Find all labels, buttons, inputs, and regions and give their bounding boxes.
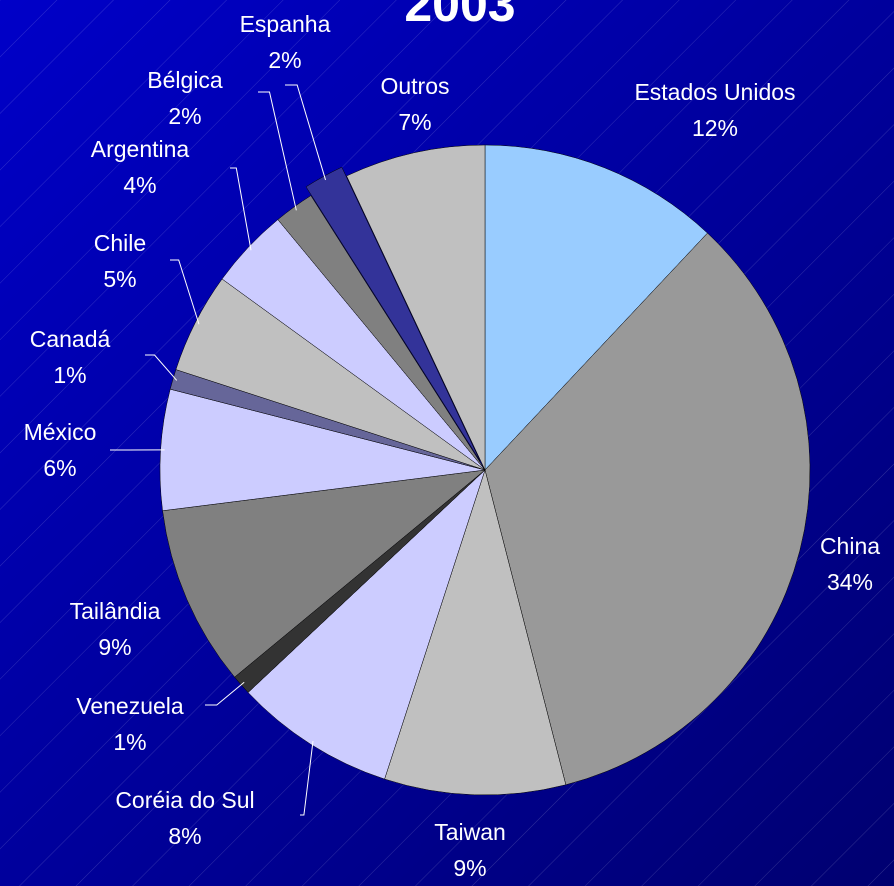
pie-slice [346,144,486,471]
pie-slice [162,469,486,678]
slice-value-label: 6% [43,455,76,481]
slice-value-label: 4% [123,172,156,198]
pie-slice [384,469,567,796]
slice-value-label: 12% [692,115,738,141]
pie [159,144,811,796]
slice-label: Chile [94,230,146,256]
slice-label: Venezuela [76,693,184,719]
slice-label: Outros [380,73,449,99]
labels: Estados Unidos 12% China 34% Taiwan 9% Coréia … [24,11,881,881]
slice-label: Coréia do Sul [115,787,254,813]
slice-value-label: 34% [827,569,873,595]
pie-slice [247,469,486,780]
slice-value-label: 9% [98,634,131,660]
slice-label: Tailândia [70,598,161,624]
slice-label: Bélgica [147,67,223,93]
chart-title: 2003 [404,0,515,32]
slice-label: Canadá [30,326,111,352]
slice-label: China [820,533,880,559]
pie-slice [277,195,486,471]
slice-label: Espanha [240,11,331,37]
slice-value-label: 5% [103,266,136,292]
leader-line [145,354,178,381]
slice-value-label: 1% [53,362,86,388]
slice-value-label: 7% [398,109,431,135]
slice-value-label: 1% [113,729,146,755]
slice-label: Taiwan [434,819,506,845]
leader-line [300,740,314,816]
leader-line [258,91,297,211]
slice-label: Argentina [91,136,190,162]
slice-value-label: 2% [268,47,301,73]
slice-value-label: 8% [168,823,201,849]
pie-slice [305,166,481,462]
pie-slice [484,232,811,786]
slice-label: México [24,419,97,445]
slice-value-label: 2% [168,103,201,129]
slice-value-label: 9% [453,855,486,881]
leader-line [285,84,327,181]
leader-line [230,167,252,251]
pie-slice [484,144,708,471]
leader-line [205,681,245,706]
slice-label: Estados Unidos [634,79,795,105]
leader-line [170,259,200,325]
